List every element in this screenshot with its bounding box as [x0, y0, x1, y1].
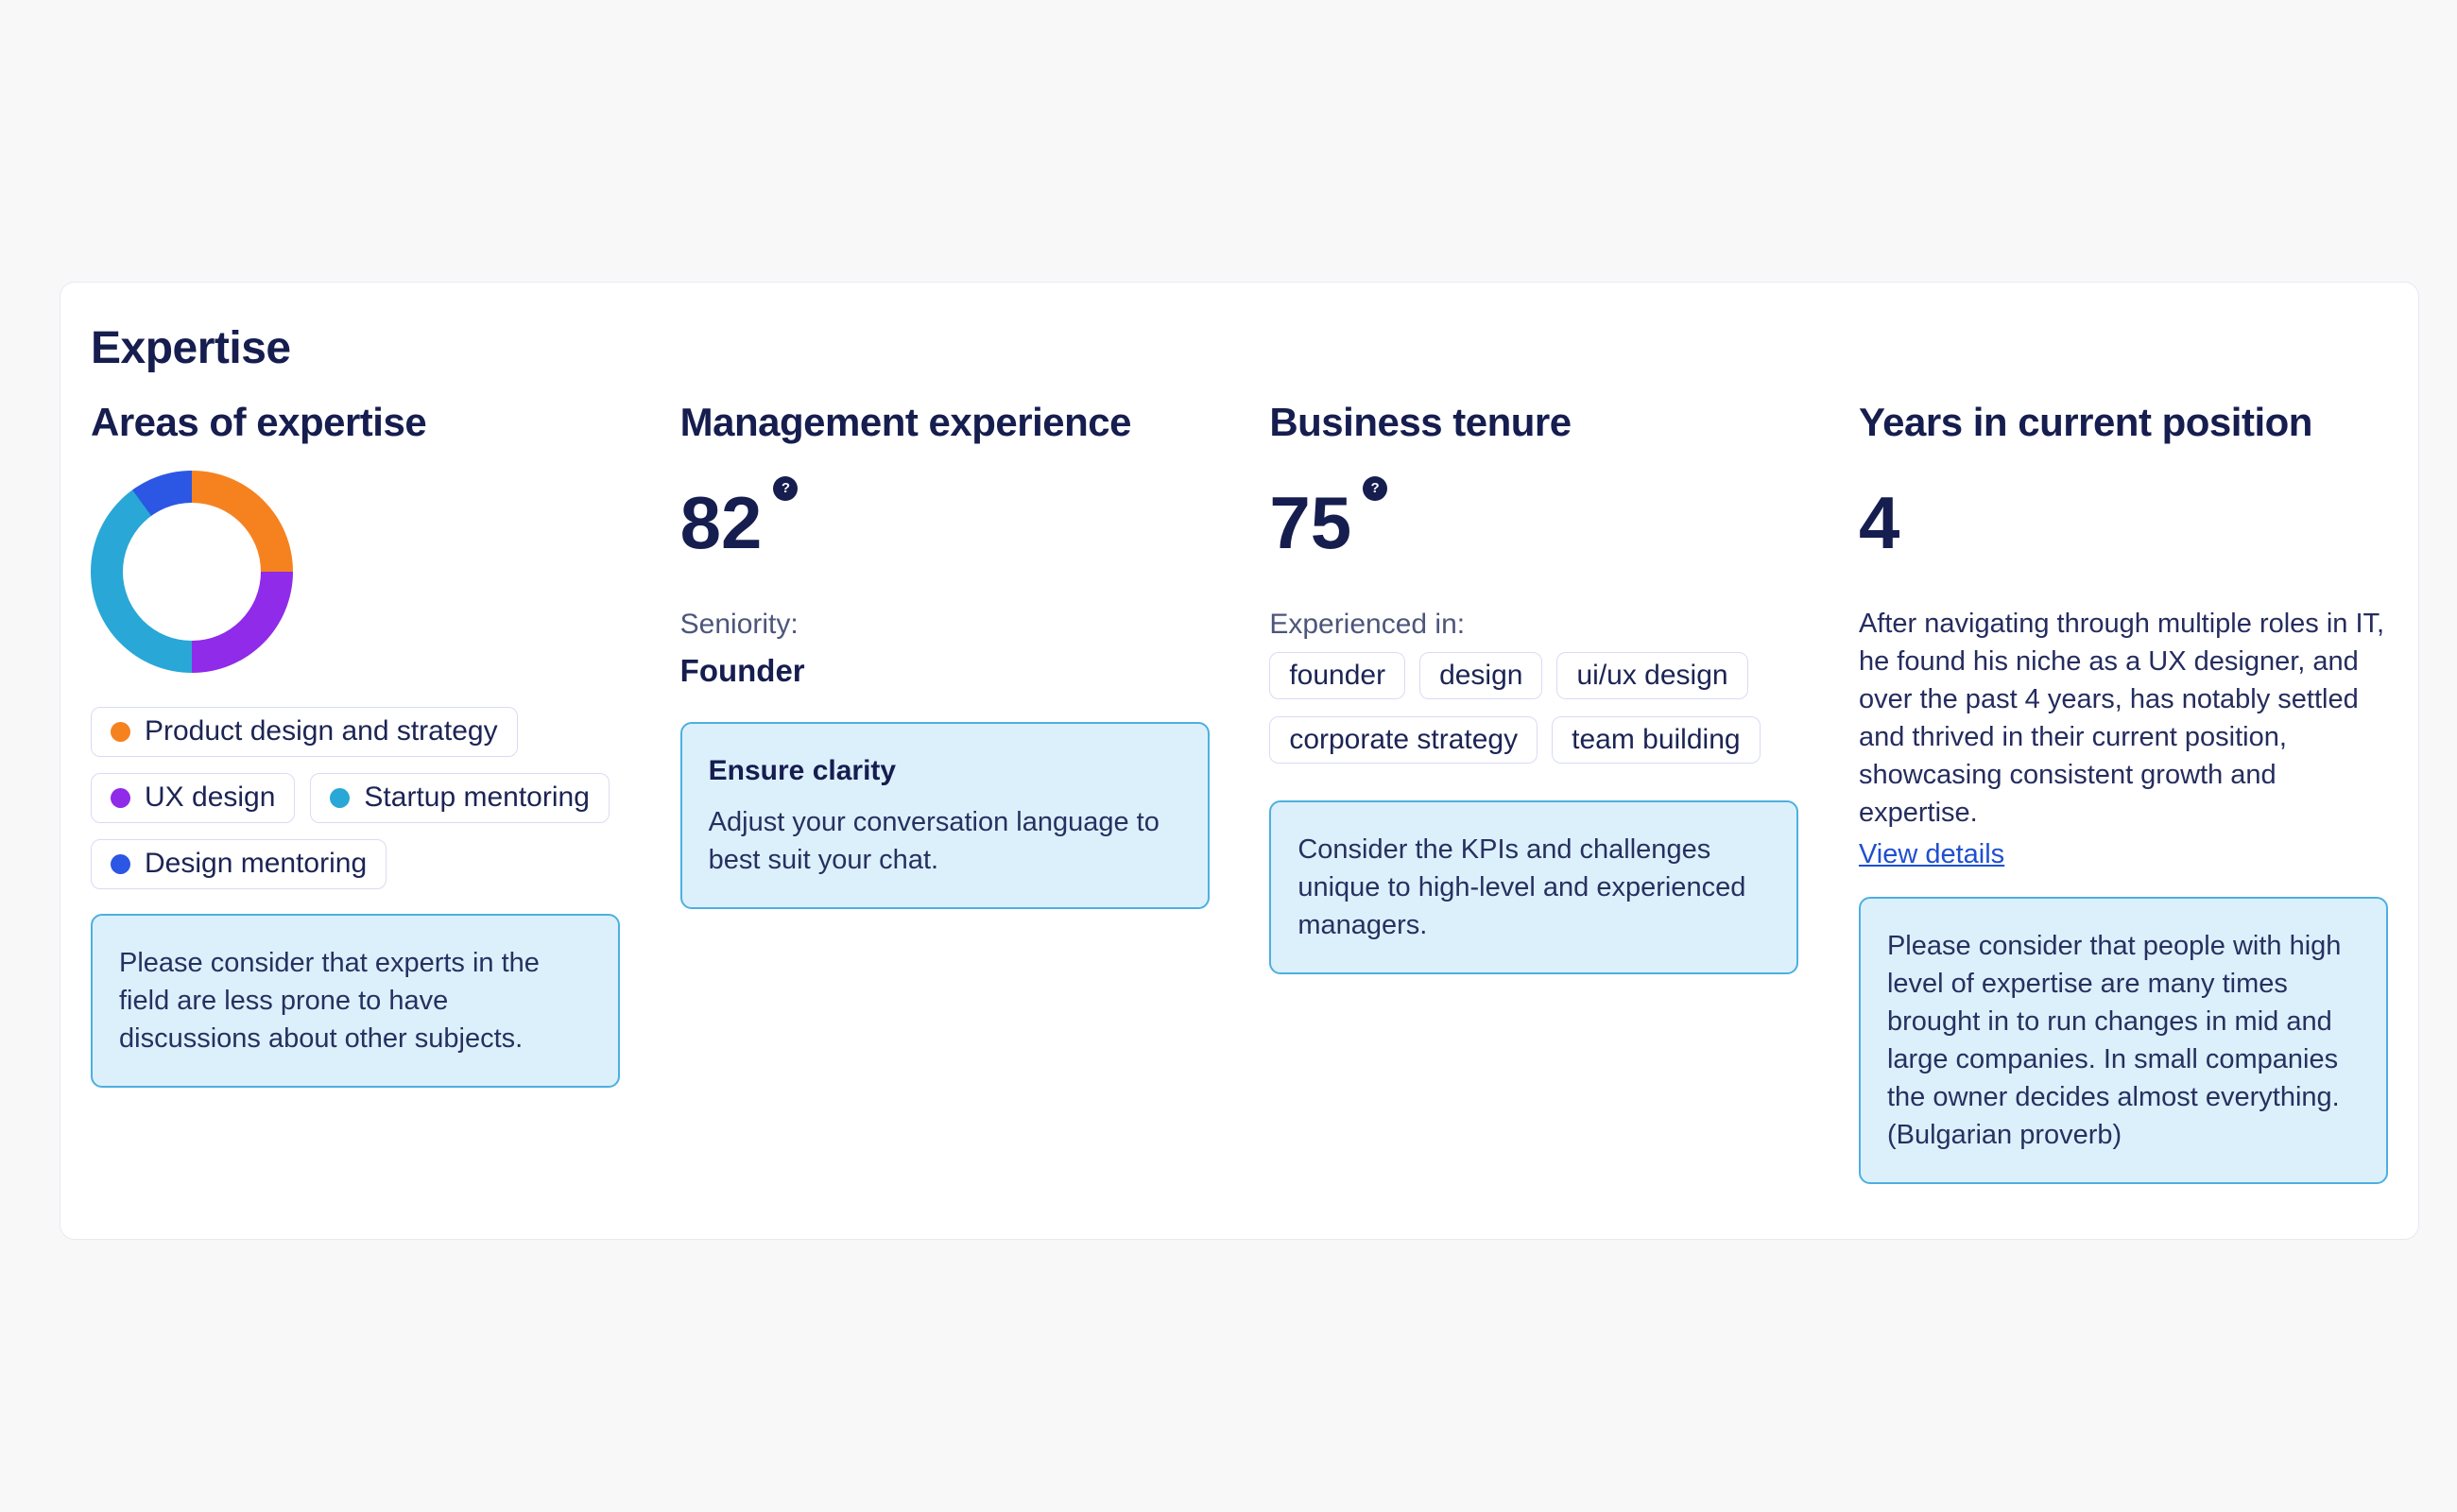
help-icon[interactable]: ? [1363, 475, 1388, 501]
areas-header: Areas of expertise [91, 399, 427, 444]
legend-item-startup-mentoring: Startup mentoring [310, 772, 610, 823]
management-score-row: 82 ? [679, 475, 1210, 564]
legend-dot-icon [111, 787, 130, 808]
legend-label: Design mentoring [145, 848, 368, 880]
seniority-value: Founder [679, 652, 805, 688]
tag-team-building: team building [1552, 715, 1761, 764]
column-management-experience: Management experience 82 ? Seniority: Fo… [679, 399, 1210, 1184]
years-score-row: 4 [1859, 486, 2388, 559]
legend-item-ux-design: UX design [91, 772, 296, 823]
column-business-tenure: Business tenure 75 ? Experienced in: fou… [1269, 399, 1799, 1184]
areas-note-text: Please consider that experts in the fiel… [119, 947, 540, 1054]
tenure-note-text: Consider the KPIs and challenges unique … [1297, 833, 1746, 940]
donut-hole [123, 502, 261, 641]
legend-dot-icon [111, 721, 130, 742]
management-note-text: Adjust your conversation language to bes… [708, 806, 1160, 875]
legend-label: Startup mentoring [364, 782, 590, 814]
legend-label: UX design [145, 782, 276, 814]
management-score-value: 82 [679, 480, 763, 564]
years-header: Years in current position [1858, 399, 2312, 444]
expertise-card: Expertise Areas of expertise Product des… [60, 282, 2419, 1240]
legend-item-product-design: Product design and strategy [91, 706, 518, 757]
experience-tags: founder design ui/ux design corporate st… [1269, 651, 1798, 764]
legend-label: Product design and strategy [145, 715, 498, 747]
help-icon[interactable]: ? [773, 475, 799, 501]
column-areas-of-expertise: Areas of expertise Product design and st… [91, 399, 620, 1184]
years-note-box: Please consider that people with high le… [1858, 896, 2388, 1184]
areas-note-box: Please consider that experts in the fiel… [91, 913, 620, 1088]
management-note-box: Ensure clarity Adjust your conversation … [679, 721, 1210, 909]
page-title: Expertise [91, 323, 291, 373]
seniority-label: Seniority: [679, 608, 799, 640]
column-years-in-position: Years in current position 4 After naviga… [1858, 399, 2388, 1184]
years-score-value: 4 [1858, 480, 1900, 564]
legend-dot-icon [330, 787, 351, 808]
columns-row: Areas of expertise Product design and st… [91, 399, 2388, 1184]
tag-design: design [1419, 651, 1543, 699]
tenure-score-value: 75 [1269, 480, 1352, 564]
tag-corporate-strategy: corporate strategy [1269, 715, 1538, 764]
legend-item-design-mentoring: Design mentoring [91, 838, 387, 889]
management-header: Management experience [679, 399, 1132, 444]
tenure-note-box: Consider the KPIs and challenges unique … [1269, 799, 1799, 974]
years-description: After navigating through multiple roles … [1858, 608, 2385, 828]
management-note-title: Ensure clarity [708, 754, 897, 786]
view-details-link[interactable]: View details [1858, 838, 2005, 869]
expertise-legend: Product design and strategy UX design St… [91, 706, 620, 889]
legend-dot-icon [111, 853, 130, 874]
donut-chart [91, 470, 293, 673]
tag-founder: founder [1269, 651, 1406, 699]
tenure-header: Business tenure [1269, 399, 1572, 444]
tag-ui-ux-design: ui/ux design [1556, 651, 1748, 699]
years-note-text: Please consider that people with high le… [1886, 930, 2342, 1150]
experienced-in-label: Experienced in: [1269, 608, 1466, 640]
tenure-score-row: 75 ? [1269, 475, 1798, 564]
